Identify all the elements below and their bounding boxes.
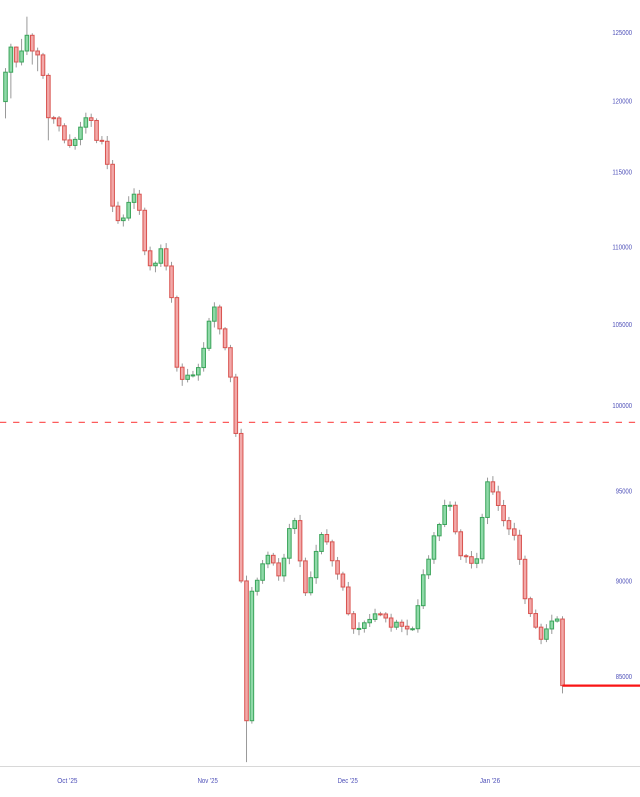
svg-text:Nov '25: Nov '25 <box>198 776 218 785</box>
svg-text:115000: 115000 <box>612 168 632 177</box>
svg-text:85000: 85000 <box>616 672 632 681</box>
svg-text:105000: 105000 <box>612 320 632 329</box>
svg-text:95000: 95000 <box>616 487 632 496</box>
svg-text:125000: 125000 <box>612 28 632 37</box>
svg-text:120000: 120000 <box>612 97 632 106</box>
svg-text:Dec '25: Dec '25 <box>338 776 358 785</box>
svg-text:110000: 110000 <box>612 243 632 252</box>
svg-text:90000: 90000 <box>616 577 632 586</box>
svg-text:Jan '26: Jan '26 <box>480 776 500 785</box>
svg-text:Oct '25: Oct '25 <box>57 776 77 785</box>
svg-text:100000: 100000 <box>612 401 632 410</box>
